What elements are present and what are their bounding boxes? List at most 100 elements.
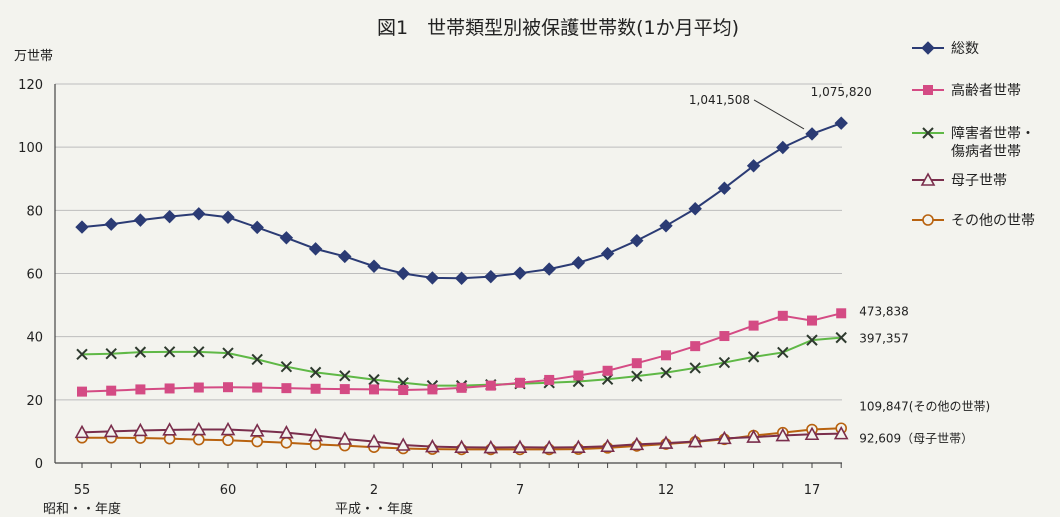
data-point: [193, 382, 204, 393]
data-point: [279, 425, 294, 439]
data-label: 1,041,508: [689, 93, 750, 107]
series-0: [75, 116, 848, 285]
data-point: [162, 422, 177, 436]
data-point: [483, 439, 499, 454]
data-point: [250, 220, 264, 235]
x-tick-label: 12: [658, 483, 675, 498]
data-point: [688, 202, 702, 216]
data-point: [807, 315, 817, 326]
data-point: [309, 366, 322, 379]
data-point: [191, 421, 207, 436]
legend-item: 高齢者世帯: [912, 82, 1021, 99]
data-point: [687, 433, 703, 448]
data-point: [366, 433, 382, 448]
data-point: [600, 438, 615, 453]
data-point: [104, 217, 118, 231]
data-point: [395, 437, 411, 451]
data-point: [75, 220, 89, 234]
data-label: 473,838: [859, 304, 909, 318]
data-point: [631, 358, 642, 369]
data-point: [456, 382, 467, 393]
data-point: [280, 436, 293, 449]
data-point: [746, 429, 761, 443]
data-point: [689, 362, 701, 374]
data-point: [541, 439, 557, 454]
x-tick-label: 60: [220, 483, 237, 498]
legend-label: 総数: [951, 41, 979, 57]
data-point: [339, 370, 351, 382]
x-axis-era-label: 平成・・年度: [335, 501, 413, 517]
data-point: [658, 435, 674, 449]
data-point: [571, 439, 586, 454]
data-point: [544, 374, 555, 385]
data-point: [249, 423, 265, 437]
data-point: [629, 436, 645, 451]
data-point: [308, 242, 323, 256]
data-point: [222, 434, 234, 447]
data-point: [805, 127, 819, 141]
data-point: [135, 384, 146, 395]
data-label: 92,609（母子世帯）: [859, 432, 973, 446]
y-tick-label: 40: [26, 331, 43, 346]
legend-item: その他の世帯: [912, 213, 1035, 229]
y-tick-label: 20: [26, 394, 43, 409]
data-point: [571, 256, 586, 270]
data-point: [600, 246, 615, 261]
data-point: [221, 210, 235, 224]
data-point: [105, 348, 117, 360]
data-point: [251, 353, 263, 366]
data-point: [103, 423, 119, 438]
data-point: [602, 365, 613, 376]
data-point: [776, 140, 790, 155]
data-point: [542, 262, 556, 276]
series-line: [81, 122, 842, 280]
data-point: [280, 360, 293, 373]
data-point: [601, 373, 614, 386]
data-point: [775, 427, 791, 442]
data-point: [193, 433, 205, 446]
legend-marker: [920, 172, 936, 186]
data-point: [690, 341, 701, 352]
data-point: [659, 219, 673, 233]
data-point: [308, 427, 323, 442]
data-point: [717, 181, 732, 195]
data-point: [279, 231, 294, 245]
data-point: [661, 350, 671, 361]
data-point: [836, 308, 847, 319]
data-point: [425, 438, 440, 453]
legend-label: その他の世帯: [951, 213, 1035, 229]
data-point: [251, 435, 264, 448]
data-point: [74, 424, 90, 439]
legend-item: 障害者世帯・傷病者世帯: [912, 126, 1035, 160]
data-point: [777, 310, 788, 321]
data-point: [398, 385, 409, 396]
data-point: [368, 373, 380, 386]
data-point: [281, 383, 292, 394]
data-point: [338, 249, 352, 264]
data-label: 109,847(その他の世帯): [859, 399, 990, 413]
data-point: [630, 233, 644, 248]
data-point: [485, 380, 496, 391]
data-point: [484, 269, 498, 284]
data-point: [718, 356, 731, 369]
data-point: [77, 386, 87, 397]
data-point: [777, 346, 789, 359]
leader-line: [753, 99, 805, 130]
legend-marker: [922, 127, 934, 139]
data-point: [222, 347, 234, 359]
data-point: [337, 431, 353, 445]
y-axis-unit: 万世帯: [14, 49, 53, 64]
data-point: [631, 370, 643, 382]
data-point: [193, 346, 205, 358]
data-point: [747, 351, 760, 363]
data-point: [133, 213, 148, 227]
data-point: [512, 439, 528, 454]
series-2: [76, 331, 847, 392]
data-point: [223, 382, 233, 393]
data-point: [163, 346, 176, 358]
data-point: [162, 209, 177, 224]
x-tick-label: 55: [74, 483, 91, 498]
data-point: [427, 384, 438, 395]
